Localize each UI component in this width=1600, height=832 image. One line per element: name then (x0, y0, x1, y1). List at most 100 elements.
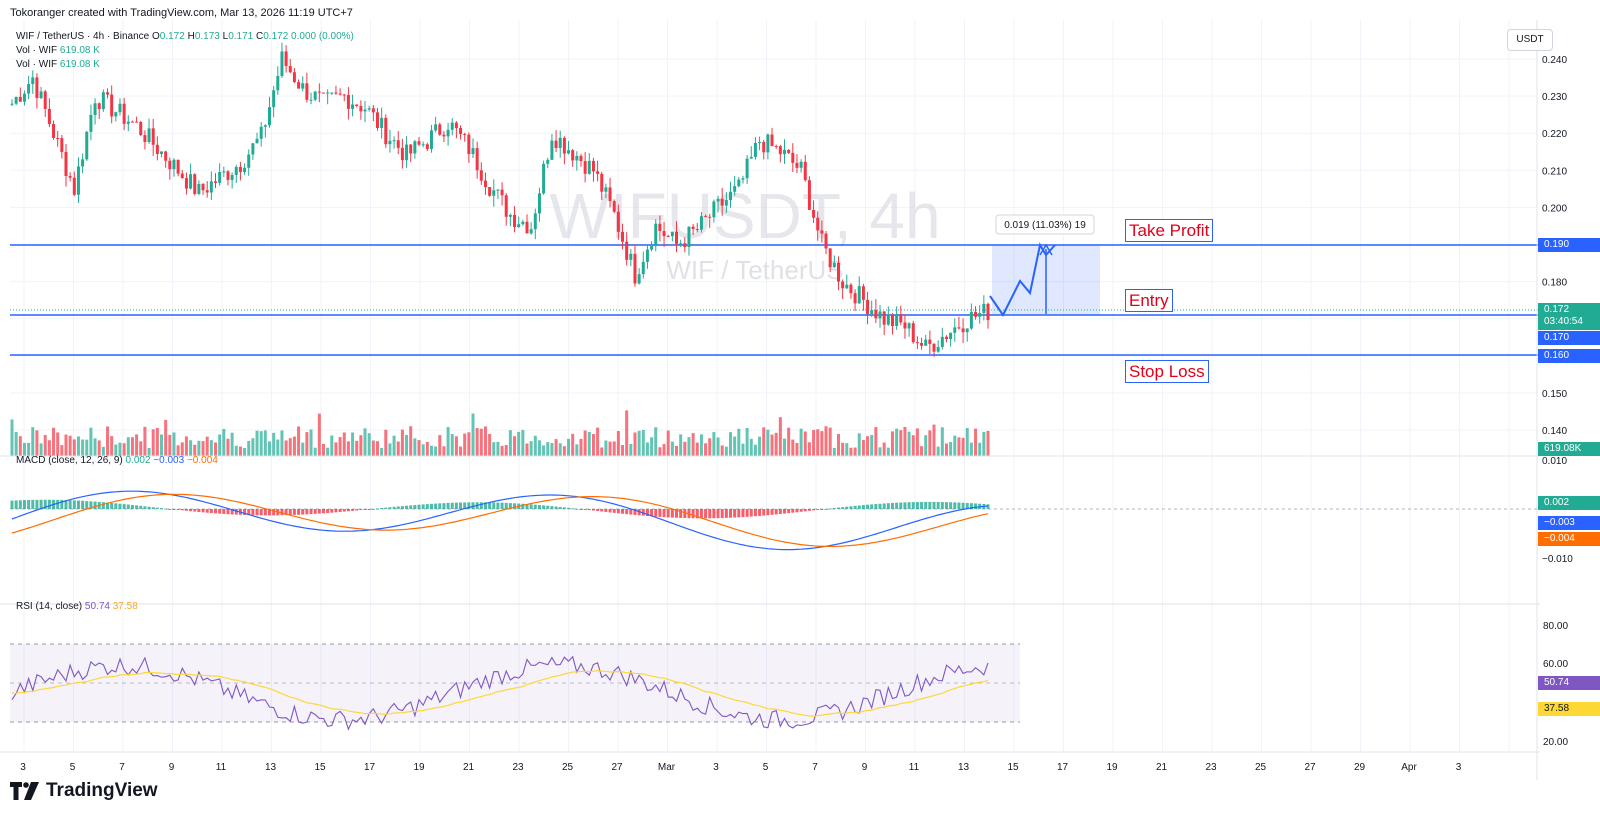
volume-bar (600, 447, 604, 456)
macd-hist-bar (388, 507, 392, 509)
volume-bar (380, 447, 384, 456)
time-tick-label: 15 (314, 762, 326, 773)
volume-bar (64, 434, 68, 456)
volume-bar (97, 440, 101, 456)
time-tick-label: 21 (463, 762, 475, 773)
candle-body (878, 311, 882, 319)
volume-legend-row[interactable]: Vol · WIF 619.08 K (16, 45, 100, 56)
macd-hist-bar (259, 509, 263, 516)
candle-body (251, 143, 255, 155)
candle-body (583, 161, 587, 174)
candle-body (218, 171, 222, 183)
volume-bar (363, 428, 367, 456)
low-value: 0.171 (228, 31, 254, 42)
candle-body (467, 134, 471, 155)
candle-body (276, 75, 280, 91)
take-profit-label[interactable]: Take Profit (1125, 219, 1214, 242)
volume-bar (691, 433, 695, 456)
macd-hist-bar (866, 504, 870, 509)
rsi-legend[interactable]: RSI (14, close) 50.74 37.58 (16, 601, 138, 612)
entry-label[interactable]: Entry (1125, 289, 1173, 312)
high-value: 0.173 (194, 31, 220, 42)
macd-hist-bar (396, 506, 400, 509)
candle-body (546, 159, 550, 164)
macd-hist-bar (521, 503, 525, 509)
volume-bar (699, 434, 703, 456)
currency-selector[interactable]: USDT (1507, 29, 1553, 51)
macd-hist-bar (621, 509, 625, 514)
stop-loss-label[interactable]: Stop Loss (1125, 360, 1209, 383)
time-tick-label: 5 (70, 762, 76, 773)
macd-hist-bar (546, 505, 550, 509)
volume-bar (521, 430, 525, 456)
macd-hist-bar (554, 506, 558, 509)
macd-value: −0.003 (153, 455, 185, 466)
candle-body (978, 313, 982, 317)
time-tick-label: 25 (1255, 762, 1267, 773)
volume-bar (126, 437, 130, 456)
macd-hist-bar (405, 505, 409, 509)
entry-price-tag: 0.170 (1538, 331, 1600, 345)
candle-body (571, 150, 575, 161)
macd-hist-bar (130, 504, 134, 509)
volume-bar (351, 432, 355, 456)
volume-bar (31, 427, 35, 456)
candlestick-series[interactable] (10, 42, 990, 357)
macd-hist-bar (828, 508, 832, 510)
volume-bar (330, 435, 334, 456)
candle-body (691, 226, 695, 230)
macd-hist-tag: 0.002 (1538, 496, 1600, 510)
macd-hist-bar (114, 503, 118, 509)
macd-legend[interactable]: MACD (close, 12, 26, 9) 0.002 −0.003 −0.… (16, 455, 218, 466)
time-tick-label: 3 (713, 762, 719, 773)
volume-bar (276, 439, 280, 456)
macd-hist-bar (724, 509, 728, 518)
volume-bar (878, 447, 882, 456)
volume-bar (81, 439, 85, 456)
volume-bar (463, 433, 467, 456)
candle-body (450, 122, 454, 130)
volume-legend-row[interactable]: Vol · WIF 619.08 K (16, 59, 100, 70)
macd-hist-bar (463, 502, 467, 509)
candle-body (375, 112, 379, 129)
candle-body (982, 303, 986, 314)
macd-hist-bar (201, 509, 205, 513)
candle-body (907, 323, 911, 329)
candle-body (301, 83, 305, 89)
price-tick-label: 0.180 (1542, 278, 1567, 289)
macd-hist-bar (309, 509, 313, 515)
time-axis[interactable]: 3 5 7 9 11 13 15 17 19 21 23 25 27 Mar 3 5 7 9 11 13 15 17 19 2… (20, 762, 1462, 773)
macd-hist-bar (375, 508, 379, 510)
volume-bar (587, 431, 591, 456)
candle-body (114, 112, 118, 117)
macd-hist-bar (608, 509, 612, 513)
volume-bar (18, 436, 22, 456)
tradingview-logo[interactable]: TradingView (10, 780, 158, 802)
watermark-subtitle: WIF / TetherUS (666, 255, 843, 285)
time-tick-label: 3 (1456, 762, 1462, 773)
price-tick-label: 0.240 (1542, 55, 1567, 66)
volume-bar (591, 433, 595, 456)
volume-bar (770, 434, 774, 456)
macd-hist-bar (965, 502, 969, 509)
projection-label: 0.019 (11.03%) 19 (995, 214, 1095, 235)
macd-hist-bar (791, 509, 795, 513)
macd-hist-bar (280, 509, 284, 516)
rsi-axis: 80.00 60.00 20.00 (1543, 621, 1568, 748)
volume-bar (500, 445, 504, 456)
macd-hist-bar (733, 509, 737, 518)
volume-bar (305, 432, 309, 456)
volume-bar (637, 430, 641, 456)
volume-bar (558, 443, 562, 456)
macd-hist-bar (953, 502, 957, 509)
volume-bar (313, 447, 317, 456)
candle-body (687, 226, 691, 248)
price-tick-label: 0.230 (1542, 92, 1567, 103)
candle-body (836, 262, 840, 282)
symbol-name[interactable]: WIF / TetherUS · 4h · Binance (16, 31, 150, 42)
macd-hist-bar (409, 505, 413, 509)
macd-hist-bar (297, 509, 301, 515)
macd-hist-bar (720, 509, 724, 519)
macd-hist-bar (172, 509, 176, 510)
